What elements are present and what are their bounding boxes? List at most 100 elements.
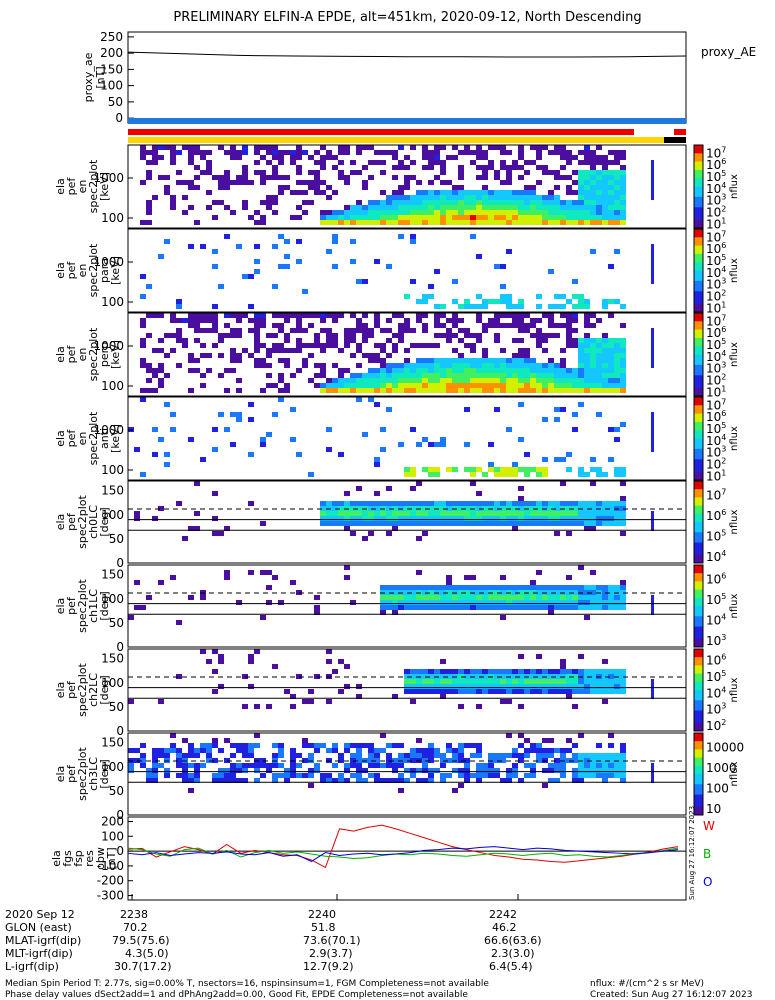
- spec-5-colorbar: [693, 480, 704, 564]
- spec-6-cbtick-0: 103: [706, 633, 726, 648]
- spec-6-cblabel: nflux: [729, 593, 740, 618]
- spec-5-ylabel-part: pef: [65, 512, 78, 531]
- spec-5-ytick-3: 150: [101, 484, 124, 498]
- fgs-series-W: [127, 824, 679, 869]
- spec-panel-6: 050100150elapefspec2plotch1LC[deg]103104…: [54, 564, 740, 654]
- spec-1-ytick-1: 1000: [93, 171, 124, 185]
- xaxis-row-4-v1: 12.7(9.2): [303, 960, 354, 973]
- xaxis-row-2-label: MLAT-igrf(dip): [5, 934, 82, 947]
- spec-4-cbexp-5: 6: [721, 409, 726, 418]
- spec-4-cbexp-1: 2: [721, 457, 726, 466]
- spec-4-ytick-0: 100: [101, 463, 124, 477]
- spec-5-cbexp-3: 7: [721, 487, 726, 496]
- xaxis-row-1-label: GLON (east): [5, 921, 72, 934]
- spec-2-colorbar: [693, 228, 704, 313]
- spec-4-ylabel-part: pef: [65, 429, 78, 448]
- spec-8-cbtick-2: 1000: [706, 761, 737, 775]
- spec-3-colorbar: [693, 312, 704, 397]
- proxy-ae-ylabel-part: [nT]: [94, 66, 107, 88]
- spec-panel-2-cells: [140, 234, 626, 309]
- spec-8-cbtick-1: 100: [706, 781, 729, 795]
- spec-panel-3: 1001000elapefenspec2plotperp[keV]1011021…: [54, 312, 740, 399]
- spec-3-ylabel-part: pef: [65, 345, 78, 364]
- fgs-ylabel-part: fgs: [61, 850, 74, 867]
- spec-4-cbexp-6: 7: [721, 397, 726, 406]
- spec-6-ylabel-part: [deg]: [98, 591, 111, 620]
- spec-7-ylabel-part: [deg]: [98, 675, 111, 704]
- spec-2-cbexp-5: 6: [721, 241, 726, 250]
- spec-5-cbexp-0: 4: [721, 549, 726, 558]
- status-bars: [128, 118, 686, 143]
- proxy-ae-ylabel-part: proxy_ae: [82, 52, 95, 102]
- spec-6-colorbar: [693, 564, 704, 648]
- spec-8-ytick-0: 0: [116, 808, 124, 822]
- spec-panel-3-tail: [651, 328, 654, 368]
- spec-8-ylabel-part: spec2plot: [76, 747, 89, 801]
- spec-1-ylabel-part: ela: [54, 178, 67, 195]
- fgs-ylabel: elafgsfspresobw[nT]: [50, 847, 118, 870]
- spec-panel-8-frame: [127, 732, 687, 816]
- spec-5-ytick-0: 0: [116, 556, 124, 570]
- spec-3-cbexp-1: 2: [721, 373, 726, 382]
- spec-5-ytick-2: 100: [101, 508, 124, 522]
- spec-panel-8-cells: [128, 733, 626, 793]
- spec-2-cbexp-1: 2: [721, 289, 726, 298]
- spec-3-cbexp-3: 4: [721, 349, 726, 358]
- fgs-ytick-5: 200: [101, 814, 124, 828]
- xaxis-row-0-label: 2020 Sep 12: [5, 908, 75, 921]
- spec-7-cbexp-4: 6: [721, 652, 726, 661]
- spec-6-cbtick-3: 106: [706, 571, 726, 586]
- spec-3-ylabel-part: ela: [54, 346, 67, 363]
- spec-8-colorbar: [693, 732, 704, 816]
- spec-4-cbexp-2: 3: [721, 445, 726, 454]
- spec-1-ytick-0: 100: [101, 211, 124, 225]
- spec-panel-7-tail: [651, 679, 654, 699]
- spec-6-ylabel-part: pef: [65, 596, 78, 615]
- spec-6-cbtick-2: 105: [706, 592, 726, 607]
- spec-5-cbexp-1: 5: [721, 528, 726, 537]
- spec-2-cbexp-6: 7: [721, 229, 726, 238]
- spec-3-cbexp-6: 7: [721, 313, 726, 322]
- spec-1-cbexp-3: 4: [721, 181, 726, 190]
- status-bar-red-b: [674, 129, 686, 135]
- xaxis-row-1-v0: 70.2: [123, 921, 148, 934]
- spec-7-cbexp-3: 5: [721, 669, 726, 678]
- spec-5-ylabel-part: [deg]: [98, 507, 111, 536]
- spec-3-cbexp-2: 3: [721, 361, 726, 370]
- spec-6-ytick-2: 100: [101, 592, 124, 606]
- spec-7-ylabel-part: pef: [65, 680, 78, 699]
- spec-5-cbexp-2: 6: [721, 508, 726, 517]
- spec-7-ytick-1: 50: [109, 700, 124, 714]
- xaxis-row-3-v2: 2.3(3.0): [491, 947, 535, 960]
- xaxis-row-0-v1: 2240: [308, 908, 336, 921]
- fgs-ytick-1: -200: [97, 874, 124, 888]
- spec-8-ylabel-part: [deg]: [98, 759, 111, 788]
- spec-panel-1: 1001000elapefenspec2plot[keV]10110210310…: [54, 144, 740, 231]
- xaxis-row-2-v0: 79.5(75.6): [112, 934, 170, 947]
- xaxis-row-3-label: MLT-igrf(dip): [5, 947, 73, 960]
- proxy-ae-ytick-0: 0: [115, 111, 123, 125]
- spec-3-cblabel: nflux: [729, 342, 740, 367]
- spec-7-ytick-2: 100: [101, 676, 124, 690]
- spec-6-cbexp-3: 6: [721, 571, 726, 580]
- spec-7-cblabel: nflux: [729, 677, 740, 702]
- spec-6-ylabel-part: spec2plot: [76, 579, 89, 633]
- xaxis-row-4-label: L-igrf(dip): [5, 960, 59, 973]
- spec-7-ytick-3: 150: [101, 652, 124, 666]
- status-bar-red-a: [128, 129, 634, 135]
- spec-7-cbexp-1: 3: [721, 702, 726, 711]
- spec-5-ytick-1: 50: [109, 532, 124, 546]
- spec-4-ylabel: elapefenspec2plotanti[keV]: [54, 411, 122, 465]
- spec-7-cbtick-0: 102: [706, 718, 726, 733]
- spec-1-ylabel-part: spec2plot: [87, 159, 100, 213]
- spec-4-cbexp-0: 1: [721, 468, 726, 477]
- spec-6-ytick-0: 0: [116, 640, 124, 654]
- spec-1-ylabel: elapefenspec2plot[keV]: [54, 159, 111, 213]
- fgs-legend-O: O: [703, 875, 712, 889]
- spec-2-ylabel-part: [keV]: [109, 256, 122, 285]
- spec-2-ytick-1: 1000: [93, 255, 124, 269]
- xaxis-row-4-v2: 6.4(5.4): [489, 960, 533, 973]
- spec-5-ylabel-part: ela: [54, 514, 67, 531]
